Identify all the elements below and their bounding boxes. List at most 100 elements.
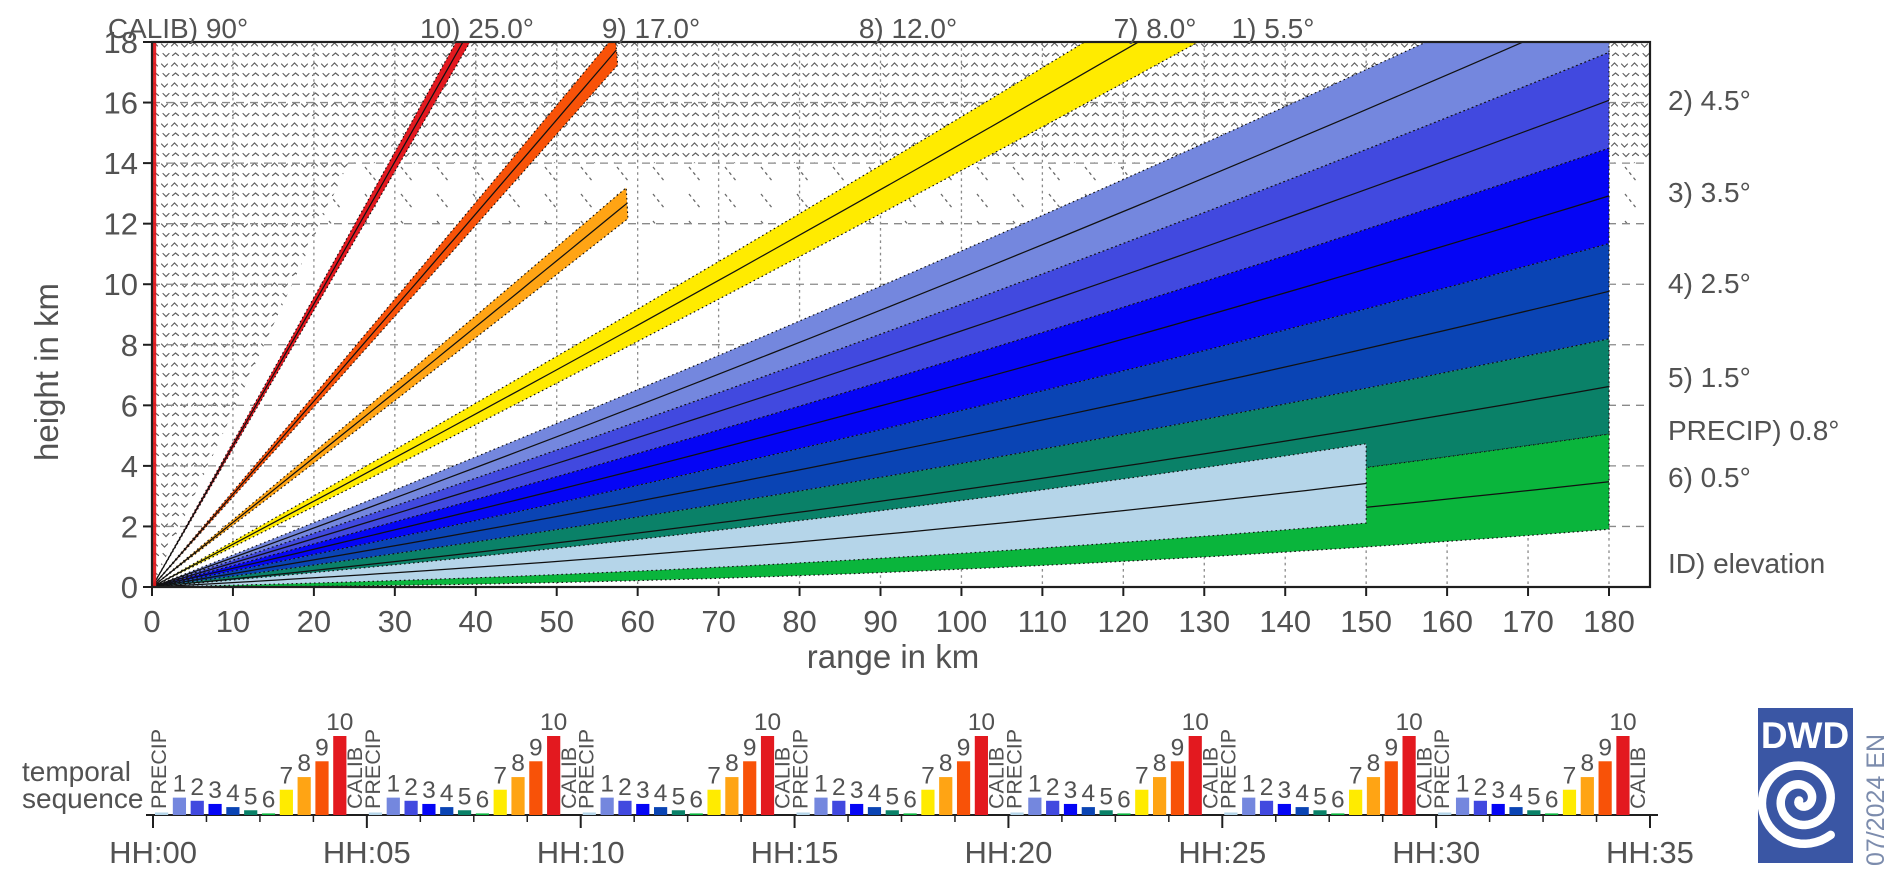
- beam-PRECIP: [152, 443, 1367, 587]
- axes: 0 10 20 30 40 50 60 70 80 90 100 110 120 130 140 150 160…: [104, 25, 1635, 639]
- timeline-bar-2: [190, 800, 204, 815]
- timeline-bar-1: [1455, 797, 1470, 815]
- timeline-bar-label: 5: [1313, 783, 1327, 810]
- timeline-bar-label: 6: [903, 786, 917, 813]
- timeline-bar-label: 5: [885, 783, 899, 810]
- timeline-bar-label: 3: [636, 777, 650, 804]
- timeline-bar-label: 7: [280, 763, 294, 790]
- timeline-bar-label: 5: [1527, 783, 1541, 810]
- timeline-bar-label: 10: [1609, 709, 1636, 736]
- timeline-bar-label: 4: [1509, 780, 1523, 807]
- uncovered-dense-wedge: [152, 163, 349, 587]
- timeline-tick-label: HH:35: [1606, 835, 1694, 870]
- timeline-bar-3: [636, 803, 650, 815]
- timeline-bar-2: [1473, 800, 1487, 815]
- timeline-bar-label: 3: [208, 777, 222, 804]
- y-tick-label: 4: [121, 449, 138, 484]
- top-beam-label: 7) 8.0°: [1114, 13, 1197, 44]
- timeline-bar-label: CALIB: [1412, 747, 1436, 809]
- y-tick-label: 0: [121, 570, 138, 605]
- timeline-bar-PRECIP: [155, 812, 169, 815]
- timeline-bar-label: CALIB: [1198, 747, 1222, 809]
- timeline-bar-label: PRECIP: [575, 729, 599, 809]
- beam-9: [152, 42, 619, 587]
- x-tick-label: 120: [1097, 604, 1149, 639]
- temporal-sequence-label: sequence: [22, 783, 143, 814]
- timeline-bar-label: 5: [244, 783, 258, 810]
- timeline-bar-4: [1295, 807, 1309, 815]
- timeline-bar-6: [689, 813, 703, 815]
- beam-7: [152, 42, 1200, 587]
- timeline-bar-7: [1349, 789, 1363, 815]
- beam-10: [152, 42, 471, 587]
- timeline-bar-10: [1402, 736, 1416, 815]
- timeline-bar-5: [671, 810, 686, 815]
- timeline-bar-label: 10: [540, 709, 567, 736]
- timeline-tick-label: HH:10: [537, 835, 625, 870]
- timeline-bar-PRECIP: [582, 812, 596, 815]
- timeline-bar-5: [457, 810, 472, 815]
- x-tick-label: 180: [1583, 604, 1635, 639]
- timeline-bar-label: 4: [226, 780, 240, 807]
- beam-centerline-5: [152, 385, 1610, 587]
- timeline-bar-label: 1: [1242, 771, 1256, 798]
- top-beam-label: 8) 12.0°: [859, 13, 957, 44]
- timeline-bar-label: 6: [476, 786, 490, 813]
- beam-centerline-2: [152, 99, 1610, 587]
- timeline-bar-10: [760, 736, 775, 815]
- timeline-bar-1: [1242, 797, 1256, 815]
- timeline-bar-PRECIP: [1010, 812, 1024, 815]
- timeline-bar-label: 8: [1367, 750, 1381, 777]
- timeline-bar-9: [743, 761, 757, 815]
- x-tick-label: 170: [1502, 604, 1554, 639]
- timeline-bar-6: [1117, 813, 1131, 815]
- timeline-bar-label: CALIB: [1626, 747, 1650, 809]
- timeline-bar-label: 3: [1491, 777, 1505, 804]
- timeline-bar-5: [1099, 810, 1113, 815]
- timeline-bar-label: 10: [1395, 709, 1422, 736]
- timeline-bar-5: [1313, 810, 1327, 815]
- timeline-bar-3: [850, 803, 864, 815]
- y-tick-label: 18: [104, 25, 138, 60]
- timeline-bar-8: [939, 777, 953, 815]
- timeline-bar-label: CALIB: [985, 747, 1009, 809]
- timeline-bar-label: 6: [1545, 786, 1559, 813]
- timeline-bar-8: [297, 777, 311, 815]
- timeline-bar-label: 8: [939, 750, 953, 777]
- y-tick-label: 12: [104, 207, 138, 242]
- timeline-bar-label: PRECIP: [789, 729, 813, 809]
- timeline-bar-6: [261, 813, 276, 815]
- timeline-bar-label: PRECIP: [1002, 729, 1026, 809]
- timeline-bar-label: 7: [1135, 763, 1149, 790]
- timeline-bar-label: 2: [190, 774, 204, 801]
- timeline-bar-6: [475, 813, 489, 815]
- y-tick-label: 2: [121, 509, 138, 544]
- timeline-bar-label: 8: [1153, 750, 1167, 777]
- timeline-bar-6: [1545, 813, 1559, 815]
- timeline-bar-8: [1580, 777, 1594, 815]
- x-tick-label: 70: [701, 604, 735, 639]
- beam-CALIB: [152, 42, 157, 587]
- timeline-bar-2: [1259, 800, 1274, 815]
- timeline-bar-PRECIP: [1224, 812, 1238, 815]
- timeline-bar-label: 4: [654, 780, 668, 807]
- timeline-bar-label: 8: [725, 750, 739, 777]
- timeline-bar-PRECIP: [368, 812, 383, 815]
- timeline-bar-label: 6: [1331, 786, 1345, 813]
- timeline-bar-8: [725, 777, 739, 815]
- timeline-bar-label: 1: [173, 771, 187, 798]
- timeline-bar-label: PRECIP: [147, 729, 171, 809]
- timeline-bar-2: [404, 800, 418, 815]
- timeline-bar-1: [1028, 797, 1042, 815]
- timeline-bar-3: [1277, 803, 1291, 815]
- timeline-bar-label: 5: [458, 783, 472, 810]
- timeline-bar-4: [1509, 807, 1523, 815]
- beam-centerline-PRECIP: [152, 482, 1367, 587]
- x-tick-label: 150: [1340, 604, 1392, 639]
- timeline-bar-1: [172, 797, 187, 815]
- timeline-bar-label: 3: [850, 777, 864, 804]
- right-beam-label: ID) elevation: [1668, 548, 1825, 579]
- timeline-bar-2: [1046, 800, 1060, 815]
